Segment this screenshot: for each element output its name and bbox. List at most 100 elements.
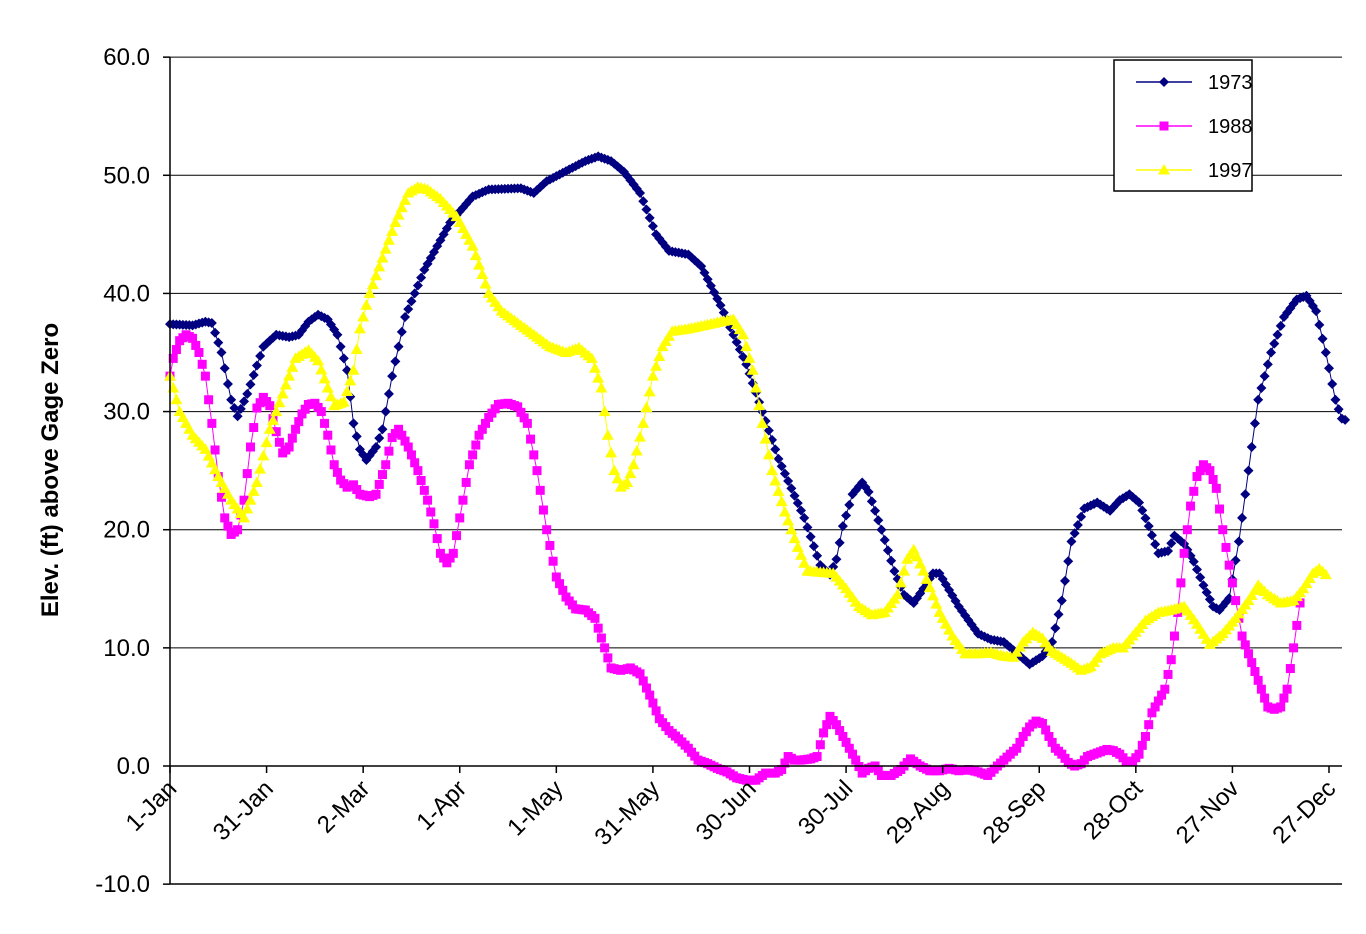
data-point — [445, 553, 455, 563]
data-point — [377, 470, 387, 480]
data-point — [1221, 542, 1231, 552]
data-point — [384, 446, 394, 456]
data-point — [1044, 731, 1054, 741]
data-point — [1285, 664, 1295, 674]
data-point — [841, 737, 851, 747]
data-point — [1066, 536, 1077, 547]
data-point — [276, 387, 289, 399]
data-point — [370, 269, 383, 281]
x-tick-labels: 1-Jan 31-Jan 2-Mar 1-Apr 1-May 31-May 30-Jun 30… — [121, 775, 1342, 851]
data-point — [555, 579, 565, 589]
data-point — [254, 463, 267, 474]
data-point — [410, 458, 420, 468]
data-point — [167, 381, 180, 393]
data-point — [394, 424, 404, 434]
data-point — [274, 437, 284, 447]
data-point — [1134, 749, 1144, 759]
data-point — [399, 194, 412, 205]
data-point — [1047, 737, 1057, 747]
data-point — [247, 485, 260, 496]
data-point — [344, 374, 357, 386]
data-point — [1069, 528, 1080, 539]
data-point — [529, 450, 539, 460]
axes — [163, 56, 1342, 885]
legend: 1973 1988 1997 — [1113, 59, 1253, 192]
data-point — [455, 513, 465, 523]
data-point — [1012, 743, 1022, 753]
x-tick-label: 30-Jun — [691, 775, 762, 846]
x-tick-label: 27-Nov — [1171, 775, 1245, 849]
data-point — [603, 653, 613, 663]
data-point — [387, 371, 398, 382]
data-point — [844, 743, 854, 753]
data-point — [337, 396, 350, 407]
data-point — [1195, 572, 1206, 583]
data-point — [279, 378, 292, 390]
data-point — [239, 495, 249, 505]
data-point — [795, 549, 808, 560]
data-point — [873, 515, 884, 526]
data-point — [792, 498, 803, 509]
legend-entry-1997: 1997 — [1136, 160, 1253, 182]
data-point — [1198, 580, 1209, 591]
data-point — [238, 511, 251, 523]
data-point — [1041, 725, 1051, 735]
data-point — [348, 418, 359, 429]
data-point — [395, 201, 408, 213]
data-point — [373, 260, 386, 272]
data-point — [648, 698, 658, 708]
data-point — [1143, 521, 1154, 532]
data-point — [338, 353, 349, 364]
data-point — [245, 442, 255, 452]
data-point — [624, 467, 637, 479]
data-point — [601, 429, 614, 440]
data-point — [267, 414, 280, 425]
data-point — [226, 394, 237, 405]
data-point — [383, 388, 394, 399]
data-point — [406, 296, 417, 307]
x-tick-label: 27-Dec — [1267, 775, 1341, 849]
data-point — [1314, 319, 1325, 330]
data-point — [1311, 306, 1322, 317]
data-point — [808, 541, 819, 552]
data-point — [634, 431, 647, 442]
data-point — [223, 521, 233, 531]
data-point — [396, 326, 407, 337]
data-point — [374, 433, 385, 444]
data-point — [318, 372, 331, 384]
y-tick-labels: -10.0 0.0 10.0 20.0 30.0 40.0 50.0 60.0 — [95, 44, 150, 898]
data-point — [1215, 504, 1225, 514]
data-point — [1163, 669, 1173, 679]
data-point — [600, 643, 610, 653]
data-point — [464, 460, 474, 470]
data-point — [1192, 472, 1202, 482]
data-point — [1324, 363, 1334, 374]
data-point — [426, 507, 436, 517]
data-point — [1247, 658, 1257, 668]
data-point — [876, 524, 887, 535]
data-point — [1050, 623, 1061, 634]
data-point — [347, 364, 360, 375]
data-point — [442, 558, 452, 568]
data-point — [191, 340, 201, 350]
data-point — [371, 489, 381, 499]
y-tick-label: 10.0 — [103, 635, 150, 662]
data-point — [1140, 731, 1150, 741]
data-point — [637, 417, 650, 428]
data-point — [1240, 489, 1251, 500]
data-point — [542, 525, 552, 535]
data-point — [1192, 564, 1203, 575]
data-point — [1137, 740, 1147, 750]
data-point — [513, 402, 523, 412]
data-point — [235, 403, 246, 414]
data-point — [260, 436, 273, 448]
data-point — [397, 430, 407, 440]
data-point — [1157, 690, 1167, 700]
data-point — [273, 396, 286, 408]
data-point — [753, 399, 766, 411]
data-point — [770, 444, 781, 455]
y-tick-label: -10.0 — [95, 871, 150, 898]
data-point — [286, 361, 299, 372]
data-point — [213, 337, 224, 348]
